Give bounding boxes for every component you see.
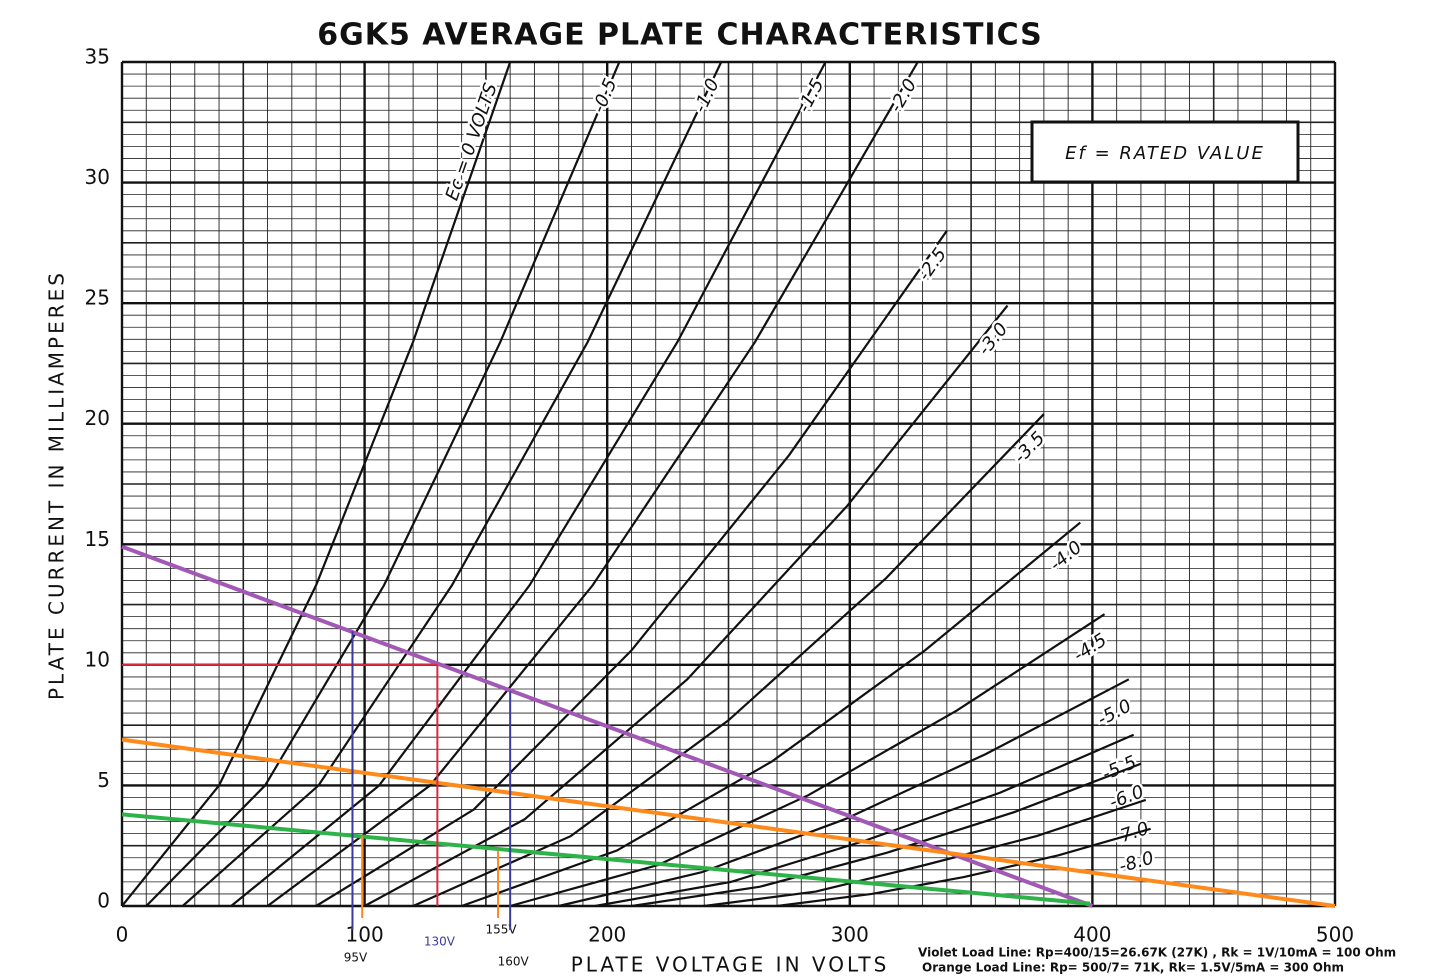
marker-label: 130V xyxy=(424,935,456,949)
info-box-label: Ef = RATED VALUE xyxy=(1065,143,1265,164)
curve xyxy=(461,521,1081,908)
x-tick-label: 300 xyxy=(831,923,869,947)
y-tick-label: 30 xyxy=(85,165,110,189)
y-tick-label: 0 xyxy=(97,889,110,913)
x-tick-label: 500 xyxy=(1316,923,1354,947)
curve xyxy=(230,61,827,907)
y-axis-label: PLATE CURRENT IN MILLIAMPERES xyxy=(45,270,69,700)
note: Violet Load Line: Rp=400/15=26.67K (27K)… xyxy=(918,946,1396,960)
curve-label: -8.0 xyxy=(1117,847,1157,877)
x-tick-label: 200 xyxy=(588,923,626,947)
curve-label: -5.5 xyxy=(1099,752,1140,785)
curve xyxy=(181,61,723,907)
curve xyxy=(558,678,1130,908)
curve-label: -4.0 xyxy=(1046,537,1086,576)
overlay-line xyxy=(121,737,1336,908)
curve-label: -3.0 xyxy=(974,319,1012,360)
overlay-line xyxy=(121,544,1094,908)
curve xyxy=(266,61,919,907)
curve-label: Ec = 0 VOLTS xyxy=(442,80,502,203)
curve xyxy=(412,413,1045,908)
y-tick-label: 15 xyxy=(85,527,110,551)
curve-label: -3.5 xyxy=(1010,428,1049,468)
x-tick-label: 0 xyxy=(116,923,129,947)
curve xyxy=(704,798,1147,908)
x-tick-label: 400 xyxy=(1073,923,1111,947)
curve xyxy=(509,613,1106,908)
curve xyxy=(631,762,1142,908)
y-tick-label: 35 xyxy=(85,45,110,69)
overlay-line xyxy=(121,812,1091,906)
chart-title: 6GK5 AVERAGE PLATE CHARACTERISTICS xyxy=(317,18,1043,53)
marker-label: 155V xyxy=(485,923,517,937)
x-tick-label: 100 xyxy=(346,923,384,947)
curve xyxy=(776,827,1151,908)
y-tick-label: 25 xyxy=(85,286,110,310)
curve xyxy=(121,61,512,907)
curve-label: -4.5 xyxy=(1070,629,1111,666)
y-tick-label: 20 xyxy=(85,406,110,430)
marker-label: 160V xyxy=(498,955,530,969)
x-axis-label: PLATE VOLTAGE IN VOLTS xyxy=(571,953,890,977)
marker-label: 95V xyxy=(344,951,368,965)
note: Orange Load Line: Rp= 500/7= 71K, Rk= 1.… xyxy=(922,961,1344,975)
y-tick-label: 5 xyxy=(97,768,110,792)
grid xyxy=(120,60,1337,908)
info-box xyxy=(1030,120,1300,184)
y-tick-label: 10 xyxy=(85,647,110,671)
